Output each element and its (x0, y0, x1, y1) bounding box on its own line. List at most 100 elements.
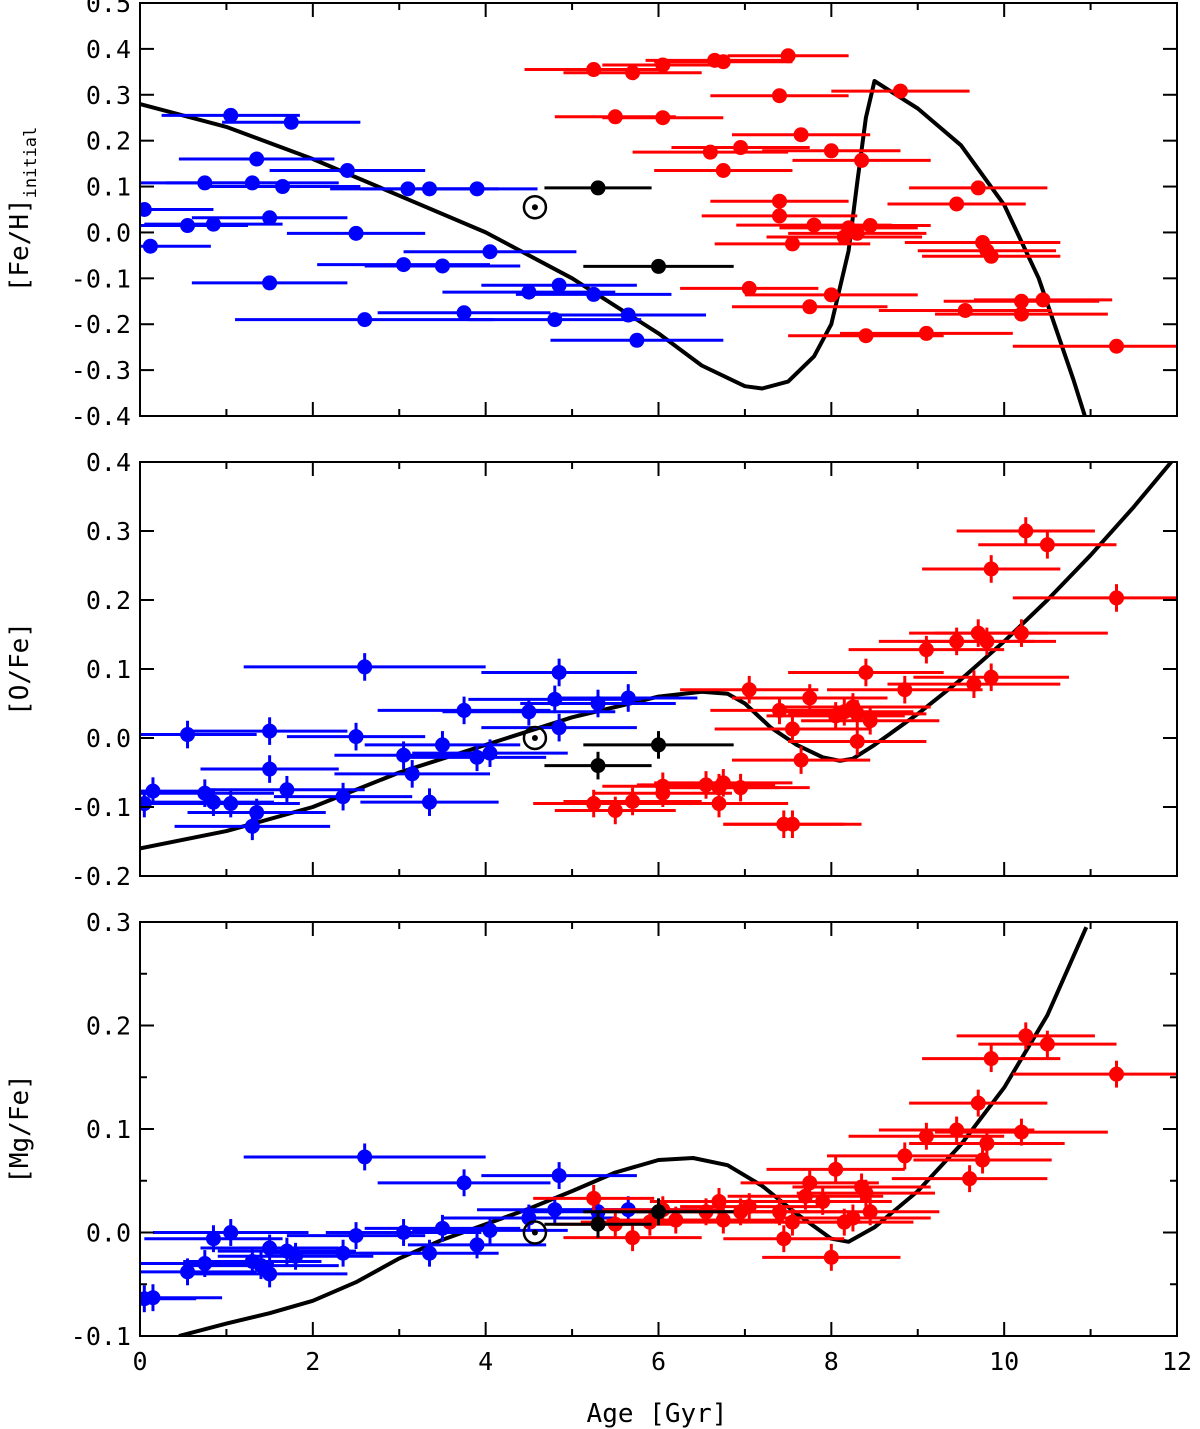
sun-symbol-dot (531, 204, 538, 211)
y-axis-label: [O/Fe] (5, 622, 35, 716)
panel-fe-h: -0.4 -0.3 -0.2 -0.1 0.0 0.1 0.2 0.3 0.4 0.5 [Fe/H]… (5, 0, 1178, 431)
data-point (249, 805, 265, 821)
y-tick-label: -0.4 (71, 402, 131, 431)
data-point (223, 1225, 239, 1240)
y-tick-label: 0.5 (86, 0, 131, 18)
data-point (434, 1220, 450, 1236)
plot-area (140, 462, 1177, 851)
data-point (223, 107, 239, 123)
data-point (1013, 625, 1029, 641)
data-point (335, 789, 351, 805)
y-tick-label: 0.1 (86, 173, 131, 202)
sun-symbol (522, 1220, 548, 1245)
model-curve (140, 79, 1087, 416)
data-point (1013, 1124, 1029, 1140)
sun-symbol (522, 725, 548, 751)
data-point (983, 1051, 999, 1067)
data-point (262, 1266, 278, 1282)
x-tick-label: 4 (478, 1347, 493, 1376)
data-point (858, 328, 874, 344)
data-point (771, 193, 787, 209)
data-point (815, 1193, 831, 1209)
sun-symbol (522, 194, 548, 220)
y-tick-label: 0.1 (86, 1115, 131, 1144)
sun-symbol-dot (531, 1229, 538, 1236)
data-point (854, 152, 870, 168)
data-point (711, 796, 727, 812)
data-point (197, 1256, 213, 1272)
data-point (862, 218, 878, 234)
data-point (823, 1249, 839, 1265)
data-point (521, 284, 537, 300)
data-point (858, 1185, 874, 1201)
data-point (802, 690, 818, 706)
plot-area (140, 48, 1177, 416)
y-axis-label-main: [Mg/Fe] (5, 1074, 35, 1184)
series-red (533, 517, 1177, 839)
data-point (733, 780, 749, 796)
data-point (620, 690, 636, 706)
data-point (456, 305, 472, 321)
data-point (979, 1135, 995, 1151)
data-point (1013, 306, 1029, 322)
panel-o-fe: -0.2 -0.1 0.0 0.1 0.2 0.3 0.4 [O/Fe] (5, 448, 1178, 891)
data-point (590, 1216, 606, 1232)
data-point (357, 1149, 373, 1165)
data-point (784, 816, 800, 832)
y-tick-label: 0.1 (86, 655, 131, 684)
data-point (590, 696, 606, 711)
data-point (771, 88, 787, 104)
data-point (957, 302, 973, 318)
y-tick-label: -0.2 (71, 862, 131, 891)
data-point (849, 225, 865, 241)
data-point (845, 1210, 861, 1226)
data-point (849, 733, 865, 749)
data-point (836, 229, 852, 245)
data-point (979, 633, 995, 649)
data-point (949, 1122, 965, 1138)
data-point (793, 127, 809, 143)
data-point (469, 1237, 485, 1253)
data-point (434, 258, 450, 274)
data-point (469, 181, 485, 197)
y-tick-label: 0.2 (86, 586, 131, 615)
data-point (849, 706, 865, 722)
data-point (205, 216, 221, 232)
data-point (262, 210, 278, 226)
y-axis-label-main: [O/Fe] (5, 622, 35, 716)
data-point (521, 704, 537, 720)
data-point (966, 676, 982, 692)
data-point (715, 1212, 731, 1228)
y-tick-label: 0.0 (86, 1219, 131, 1248)
data-point (249, 151, 265, 167)
data-point (771, 1204, 787, 1220)
data-point (180, 727, 196, 743)
data-point (145, 1290, 161, 1306)
data-point (482, 244, 498, 260)
series-blue (140, 1143, 698, 1313)
panel-mg-fe: -0.1 0.0 0.1 0.2 0.3 0 2 4 6 8 10 12 [Mg/Fe] (5, 908, 1192, 1376)
y-axis-label-main: [Fe/H] (5, 198, 35, 292)
data-point (456, 1175, 472, 1191)
data-point (607, 802, 623, 818)
data-point (651, 737, 666, 753)
data-point (551, 720, 567, 736)
data-point (283, 114, 299, 130)
data-point (625, 793, 641, 809)
data-point (275, 179, 291, 195)
data-point (918, 642, 934, 658)
data-point (918, 325, 934, 341)
data-point (780, 48, 796, 64)
data-point (1018, 1028, 1034, 1044)
y-tick-label: 0.2 (86, 1012, 131, 1041)
data-point (962, 1171, 978, 1187)
data-point (802, 299, 818, 315)
data-point (702, 144, 718, 160)
y-tick-label: -0.3 (71, 356, 131, 385)
x-tick-label: 6 (651, 1347, 666, 1376)
data-point (339, 162, 355, 178)
data-point (642, 1214, 658, 1230)
model-curve (178, 926, 1089, 1336)
data-point (1035, 292, 1051, 308)
series-blue (140, 107, 724, 348)
